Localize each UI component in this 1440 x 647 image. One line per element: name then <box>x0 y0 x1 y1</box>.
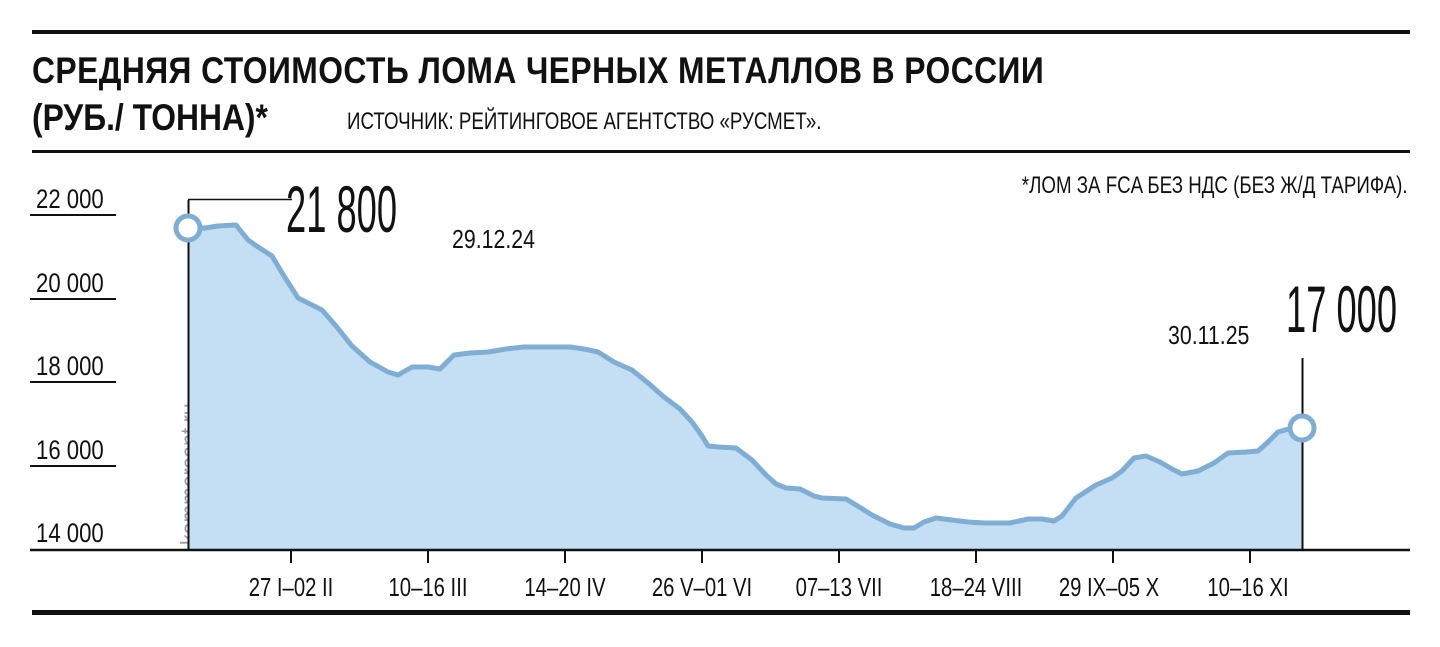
area-fill <box>188 225 1302 550</box>
start-value-callout: 21 800 <box>286 172 398 246</box>
x-ticks <box>290 550 1251 563</box>
y-tick-label: 20 000 <box>36 268 104 298</box>
x-tick-label: 07–13 VII <box>795 572 883 602</box>
x-tick-label: 27 I–02 II <box>248 572 334 602</box>
y-tick-underline <box>30 381 116 383</box>
x-tick-label: 26 V–01 VI <box>651 572 753 602</box>
source-note: ИСТОЧНИК: РЕЙТИНГОВОЕ АГЕНТСТВО «РУСМЕТ»… <box>347 108 822 135</box>
y-tick-underline <box>30 465 116 467</box>
mid-rule <box>32 150 1410 153</box>
x-tick-label: 10–16 III <box>388 572 468 602</box>
bottom-rule <box>32 610 1410 615</box>
x-tick-label: 18–24 VIII <box>929 572 1023 602</box>
end-date-callout: 30.11.25 <box>1168 320 1250 350</box>
x-tick-label: 29 IX–05 X <box>1058 572 1160 602</box>
x-tick-label: 10–16 XI <box>1207 572 1289 602</box>
top-rule <box>32 30 1410 34</box>
start-point-marker <box>173 213 203 243</box>
y-tick-label: 14 000 <box>36 518 104 548</box>
price-line <box>185 222 1305 531</box>
start-date-callout: 29.12.24 <box>452 224 535 254</box>
end-point-marker <box>1287 413 1317 443</box>
subtitle-row: (РУБ./ ТОННА)* <box>32 97 306 139</box>
y-tick-underline <box>30 214 116 216</box>
chart-title: СРЕДНЯЯ СТОИМОСТЬ ЛОМА ЧЕРНЫХ МЕТАЛЛОВ В… <box>32 50 1045 91</box>
y-tick-label: 18 000 <box>36 351 104 381</box>
x-tick-label: 14–20 IV <box>524 572 606 602</box>
unit-subtitle: (РУБ./ ТОННА)* <box>32 97 268 138</box>
y-tick-label: 22 000 <box>36 184 104 214</box>
y-tick-label: 16 000 <box>36 435 104 465</box>
end-value-callout: 17 000 <box>1286 272 1398 346</box>
y-tick-underline <box>30 298 116 300</box>
footnote: *ЛОМ ЗА FCA БЕЗ НДС (БЕЗ Ж/Д ТАРИФА). <box>1022 172 1408 199</box>
